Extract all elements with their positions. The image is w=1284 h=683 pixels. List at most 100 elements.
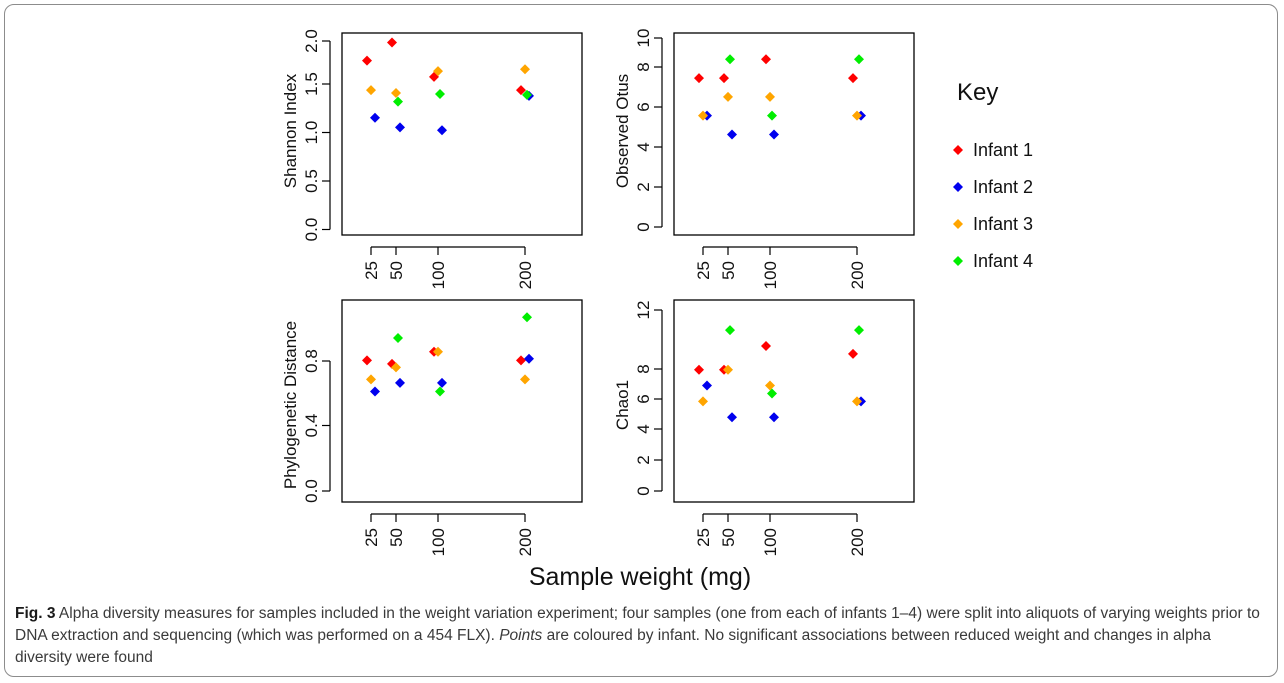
x-tick-label: 50 (387, 528, 406, 547)
y-tick-label: 2 (634, 455, 653, 464)
x-tick-label: 100 (761, 528, 780, 556)
data-point (387, 37, 397, 48)
legend: Key Infant 1 Infant 2 Infant 3 Infant 4 (953, 79, 1033, 271)
y-tick-label: 8 (634, 62, 653, 71)
data-point (769, 129, 779, 140)
legend-label: Infant 4 (973, 251, 1033, 271)
x-tick-label: 200 (848, 261, 867, 289)
data-point (761, 54, 771, 65)
data-point (520, 64, 530, 75)
data-point (727, 129, 737, 140)
series-infant-4 (393, 312, 532, 397)
chart-panel-top-right: 0 2 4 6 8 10 25 50 100 200 Observed Otus (613, 29, 915, 289)
x-tick-label: 25 (694, 261, 713, 280)
data-point (395, 122, 405, 133)
y-tick-label: 0.0 (302, 218, 321, 242)
data-point (725, 54, 735, 65)
y-tick-label: 1.0 (302, 121, 321, 145)
legend-swatch (953, 145, 963, 155)
data-point (698, 396, 708, 407)
data-point (767, 388, 777, 399)
series-infant-3 (698, 91, 862, 121)
data-point (516, 355, 526, 366)
data-point (524, 353, 534, 364)
y-axis-label: Phylogenetic Distance (281, 321, 300, 489)
x-tick-label: 50 (719, 261, 738, 280)
data-point (694, 73, 704, 84)
data-point (698, 110, 708, 121)
series-infant-4 (725, 325, 864, 399)
data-point (848, 348, 858, 359)
y-tick-label: 0.5 (302, 169, 321, 193)
data-point (723, 91, 733, 102)
data-point (393, 332, 403, 343)
plot-frame (341, 299, 583, 503)
data-point (522, 89, 532, 100)
x-tick-label: 200 (848, 528, 867, 556)
series-infant-3 (698, 364, 862, 407)
data-point (366, 85, 376, 96)
data-point (516, 85, 526, 96)
data-point (370, 386, 380, 397)
data-point (723, 364, 733, 375)
data-point (725, 325, 735, 336)
y-tick-label: 8 (634, 364, 653, 373)
legend-swatch (953, 182, 963, 192)
data-point (852, 110, 862, 121)
y-tick-label: 12 (634, 301, 653, 320)
caption-label: Fig. 3 (15, 605, 56, 622)
series-infant-1 (362, 346, 526, 369)
series-infant-1 (694, 340, 858, 375)
series-infant-4 (393, 88, 532, 107)
data-point (393, 96, 403, 107)
series-infant-1 (694, 54, 858, 84)
legend-swatch (953, 219, 963, 229)
data-point (848, 73, 858, 84)
y-tick-label: 10 (634, 29, 653, 48)
data-point (719, 73, 729, 84)
x-tick-label: 100 (429, 261, 448, 289)
chart-panel-bottom-right: 0 2 4 6 8 12 25 50 100 200 Chao1 (613, 299, 915, 556)
legend-label: Infant 1 (973, 140, 1033, 160)
data-point (702, 380, 712, 391)
series-infant-3 (366, 64, 530, 99)
y-tick-label: 2.0 (302, 29, 321, 53)
y-tick-label: 0.8 (302, 349, 321, 373)
chart-panel-bottom-left: 0.0 0.4 0.8 25 50 100 200 Phylogenetic Distance (281, 299, 583, 556)
data-point (437, 125, 447, 136)
x-axis: 25 50 100 200 (362, 513, 535, 556)
series-infant-3 (366, 346, 530, 385)
chart-panel-top-left: 0.0 0.5 1.0 1.5 2.0 25 50 100 200 Shannon Index (281, 29, 583, 289)
x-tick-label: 25 (694, 528, 713, 547)
series-infant-4 (725, 54, 864, 121)
data-point (435, 88, 445, 99)
x-axis: 25 50 100 200 (694, 513, 867, 556)
y-tick-label: 0.0 (302, 479, 321, 503)
data-point (854, 54, 864, 65)
y-axis-label: Observed Otus (613, 74, 632, 188)
y-tick-label: 4 (634, 142, 653, 151)
data-point (395, 377, 405, 388)
legend-swatch (953, 256, 963, 266)
data-point (437, 377, 447, 388)
data-point (433, 66, 443, 77)
data-point (761, 340, 771, 351)
series-infant-2 (702, 380, 866, 423)
data-point (522, 312, 532, 323)
x-axis: 25 50 100 200 (694, 246, 867, 289)
data-point (727, 412, 737, 423)
shared-x-axis-label: Sample weight (mg) (529, 563, 751, 591)
data-point (769, 412, 779, 423)
data-point (694, 364, 704, 375)
legend-title: Key (957, 79, 998, 106)
y-axis: 0 2 4 6 8 10 (634, 29, 663, 232)
figure-frame (4, 4, 1278, 677)
data-point (366, 374, 376, 385)
series-infant-2 (702, 110, 866, 140)
x-tick-label: 25 (362, 528, 381, 547)
legend-label: Infant 3 (973, 214, 1033, 234)
y-axis: 0.0 0.5 1.0 1.5 2.0 (302, 29, 331, 242)
y-tick-label: 6 (634, 394, 653, 403)
data-point (765, 91, 775, 102)
